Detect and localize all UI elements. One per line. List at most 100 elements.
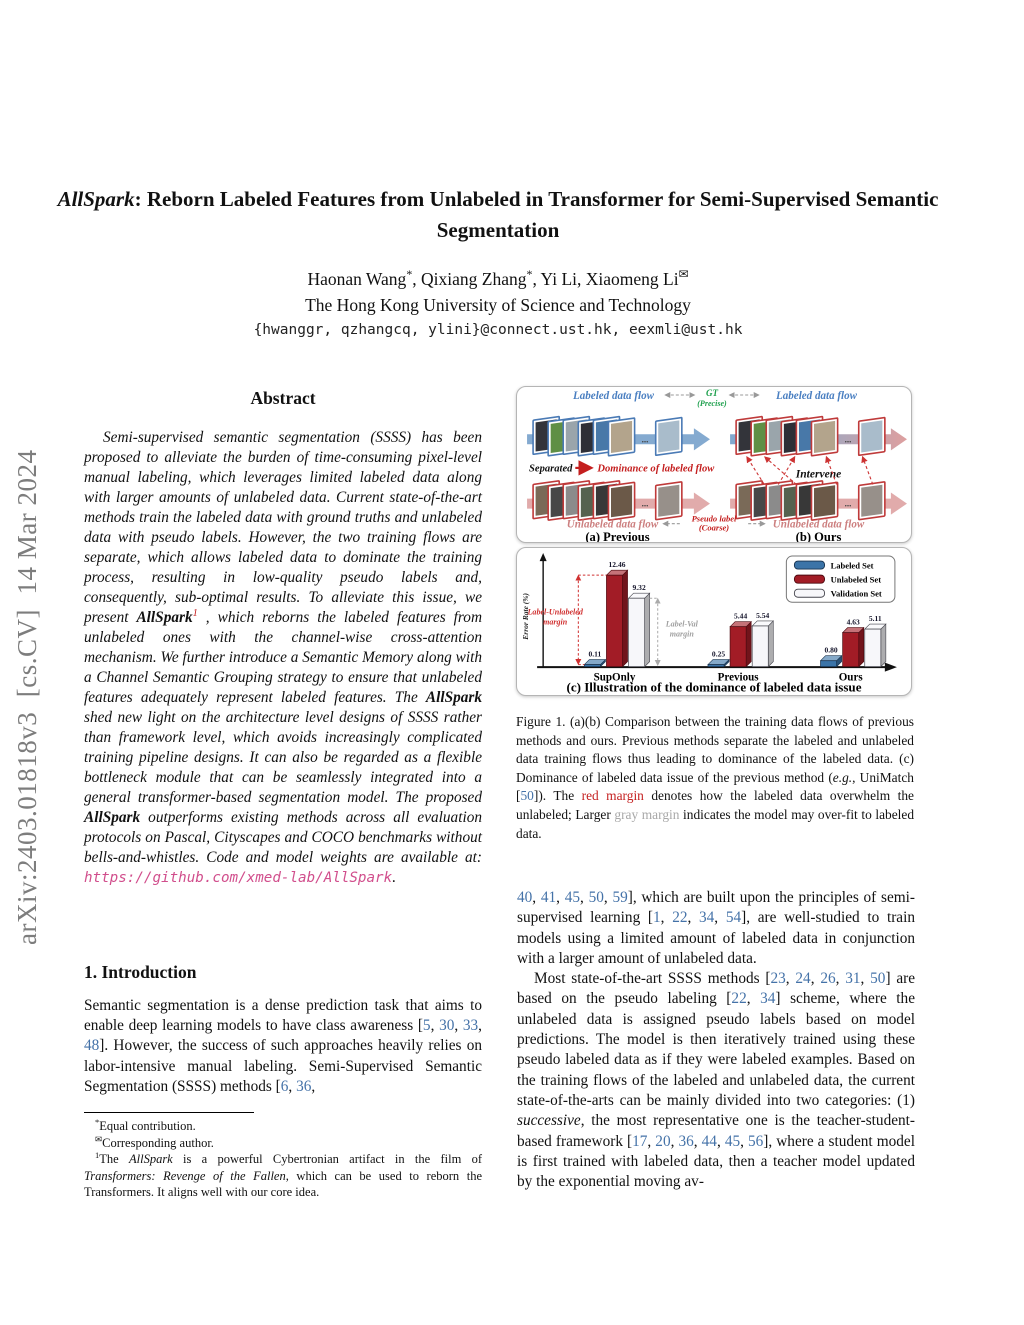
affiliation: The Hong Kong University of Science and … bbox=[305, 295, 691, 315]
image-tile bbox=[607, 481, 636, 521]
bar-side bbox=[745, 620, 752, 668]
unlabeled-image-strip-previous: ... bbox=[532, 480, 683, 521]
chart-bars: 0.11 12.46 9.32 SupOnly 0.25 5.44 5.54 Previous… bbox=[527, 555, 896, 683]
label-dominance: Dominance of labeled flow bbox=[596, 463, 715, 474]
labeled-image-strip-ours: ... bbox=[735, 415, 886, 457]
citation-link[interactable]: 33 bbox=[462, 1017, 479, 1035]
labeled-image-strip-previous: ... bbox=[532, 415, 683, 457]
bar-side bbox=[880, 623, 887, 668]
y-axis-arrowhead bbox=[539, 552, 547, 561]
citation-link[interactable]: 24 bbox=[795, 970, 811, 988]
legend-label: Labeled Set bbox=[831, 560, 874, 570]
intervene-arrow-3 bbox=[764, 456, 797, 485]
x-category-label: SupOnly bbox=[594, 671, 636, 683]
bar-side bbox=[644, 592, 650, 668]
label-val-margin-text: Label-Val bbox=[665, 619, 699, 628]
label-pseudo-coarse: (Coarse) bbox=[699, 523, 729, 533]
citation-link[interactable]: 48 bbox=[84, 1037, 100, 1055]
citation-link[interactable]: 5 bbox=[422, 1017, 431, 1035]
ellipsis: ... bbox=[845, 499, 852, 509]
citation-link[interactable]: 50 bbox=[870, 970, 886, 988]
label-separated: Separated bbox=[529, 463, 573, 474]
right-column-text: 40, 41, 45, 50, 59], which are built upo… bbox=[517, 888, 915, 1192]
figure-panel-ab-canvas: ... ... ... ... Labeled data flow GT (Pr… bbox=[527, 388, 907, 542]
label-intervene: Intervene bbox=[795, 468, 842, 480]
dominance-bar-chart: Error Rate (%) 0.11 12.46 9.32 SupOnly 0.25 5… bbox=[521, 552, 897, 695]
label-labeled-data-flow-right: Labeled data flow bbox=[775, 390, 858, 402]
section-heading-introduction: 1. Introduction bbox=[84, 962, 197, 982]
paper-title: AllSpark: Reborn Labeled Features from U… bbox=[57, 187, 939, 243]
image-tile bbox=[810, 417, 839, 457]
bar-side bbox=[858, 626, 865, 668]
citation-link[interactable]: 54 bbox=[725, 909, 742, 927]
bar-side bbox=[622, 569, 628, 668]
figure-panel-ab: ... ... ... ... Labeled data flow GT (Pr… bbox=[516, 386, 912, 543]
citation-link[interactable]: 59 bbox=[612, 889, 628, 906]
footnote-corresponding-author: ✉Corresponding author. bbox=[95, 1133, 214, 1150]
label-labeled-data-flow-left: Labeled data flow bbox=[572, 390, 655, 402]
label-val-margin-text: margin bbox=[670, 629, 695, 638]
label-gt-precise: (Precise) bbox=[697, 399, 727, 408]
image-tile bbox=[857, 481, 886, 521]
citation-link[interactable]: 34 bbox=[760, 990, 776, 1008]
ellipsis: ... bbox=[642, 434, 649, 444]
citation-link[interactable]: 50 bbox=[520, 788, 534, 804]
label-unlabeled-data-flow-left: Unlabeled data flow bbox=[567, 519, 659, 531]
citation-link[interactable]: 22 bbox=[672, 909, 688, 927]
intervene-arrow-4 bbox=[825, 455, 838, 485]
footnote-divider bbox=[84, 1112, 254, 1113]
citation-link[interactable]: 45 bbox=[724, 1132, 741, 1150]
image-tile bbox=[654, 481, 683, 521]
citation-link[interactable]: 36 bbox=[296, 1077, 312, 1095]
citation-link[interactable]: 44 bbox=[701, 1132, 717, 1150]
label-unlabeled-data-flow-right: Unlabeled data flow bbox=[773, 519, 865, 531]
caption-a-previous: (a) Previous bbox=[585, 530, 649, 542]
citation-link[interactable]: 22 bbox=[731, 990, 747, 1008]
citation-link[interactable]: 40 bbox=[517, 889, 533, 906]
bar bbox=[864, 628, 882, 667]
arxiv-watermark: arXiv:2403.01818v3 [cs.CV] 14 Mar 2024 bbox=[12, 449, 42, 945]
ellipsis: ... bbox=[642, 499, 649, 509]
x-axis-arrowhead bbox=[884, 662, 897, 672]
citation-link[interactable]: 20 bbox=[655, 1132, 671, 1150]
label-gt: GT bbox=[706, 388, 719, 398]
bar-value-label: 0.80 bbox=[825, 645, 838, 654]
footnotes: *Equal contribution. ✉Corresponding auth… bbox=[84, 1118, 482, 1201]
legend-label: Validation Set bbox=[831, 589, 882, 599]
body-paragraph-1: 40, 41, 45, 50, 59], which are built upo… bbox=[517, 889, 915, 967]
citation-link[interactable]: 50 bbox=[588, 889, 604, 906]
citation-link[interactable]: 6 bbox=[280, 1077, 289, 1095]
citation-link[interactable]: 30 bbox=[439, 1017, 455, 1035]
label-unlabeled-margin-text: Label-Unlabeled bbox=[527, 607, 584, 616]
bar bbox=[729, 626, 747, 667]
citation-link[interactable]: 45 bbox=[564, 889, 581, 906]
ellipsis: ... bbox=[845, 434, 852, 444]
citation-link[interactable]: 34 bbox=[699, 909, 715, 927]
body-paragraph-2: Most state-of-the-art SSSS methods [23, … bbox=[517, 970, 916, 1191]
github-url-link[interactable]: https://github.com/xmed-lab/AllSpark bbox=[84, 870, 393, 886]
chart-y-axis-label: Error Rate (%) bbox=[521, 592, 530, 640]
footnote-allspark-origin: 1The AllSpark is a powerful Cybertronian… bbox=[84, 1149, 482, 1199]
citation-link[interactable]: 17 bbox=[632, 1132, 648, 1150]
bar bbox=[628, 597, 646, 667]
bar-value-label: 5.44 bbox=[734, 611, 747, 620]
figure-caption-text: Figure 1. (a)(b) Comparison between the … bbox=[516, 714, 915, 841]
citation-link[interactable]: 36 bbox=[678, 1132, 694, 1150]
citation-link[interactable]: 56 bbox=[747, 1132, 764, 1150]
bar-value-label: 0.11 bbox=[589, 649, 602, 658]
bar-value-label: 0.25 bbox=[712, 649, 725, 658]
citation-link[interactable]: 41 bbox=[540, 889, 557, 906]
authors-line: Haonan Wang*, Qixiang Zhang*, Yi Li, Xia… bbox=[307, 267, 689, 289]
bar-value-label: 4.63 bbox=[847, 617, 860, 626]
citation-link[interactable]: 1 bbox=[653, 909, 661, 927]
figure-1: ... ... ... ... Labeled data flow GT (Pr… bbox=[516, 386, 912, 700]
legend-label: Unlabeled Set bbox=[831, 574, 882, 584]
image-tile bbox=[810, 481, 839, 521]
citation-link[interactable]: 23 bbox=[770, 970, 786, 988]
citation-link[interactable]: 31 bbox=[845, 970, 861, 988]
citation-link[interactable]: 26 bbox=[820, 970, 836, 988]
introduction-text: Semantic segmentation is a dense predict… bbox=[84, 996, 482, 1097]
emails-line: {hwanggr, qzhangcq, ylini}@connect.ust.h… bbox=[253, 322, 743, 338]
x-category-label: Previous bbox=[718, 671, 760, 683]
bar bbox=[820, 660, 837, 667]
